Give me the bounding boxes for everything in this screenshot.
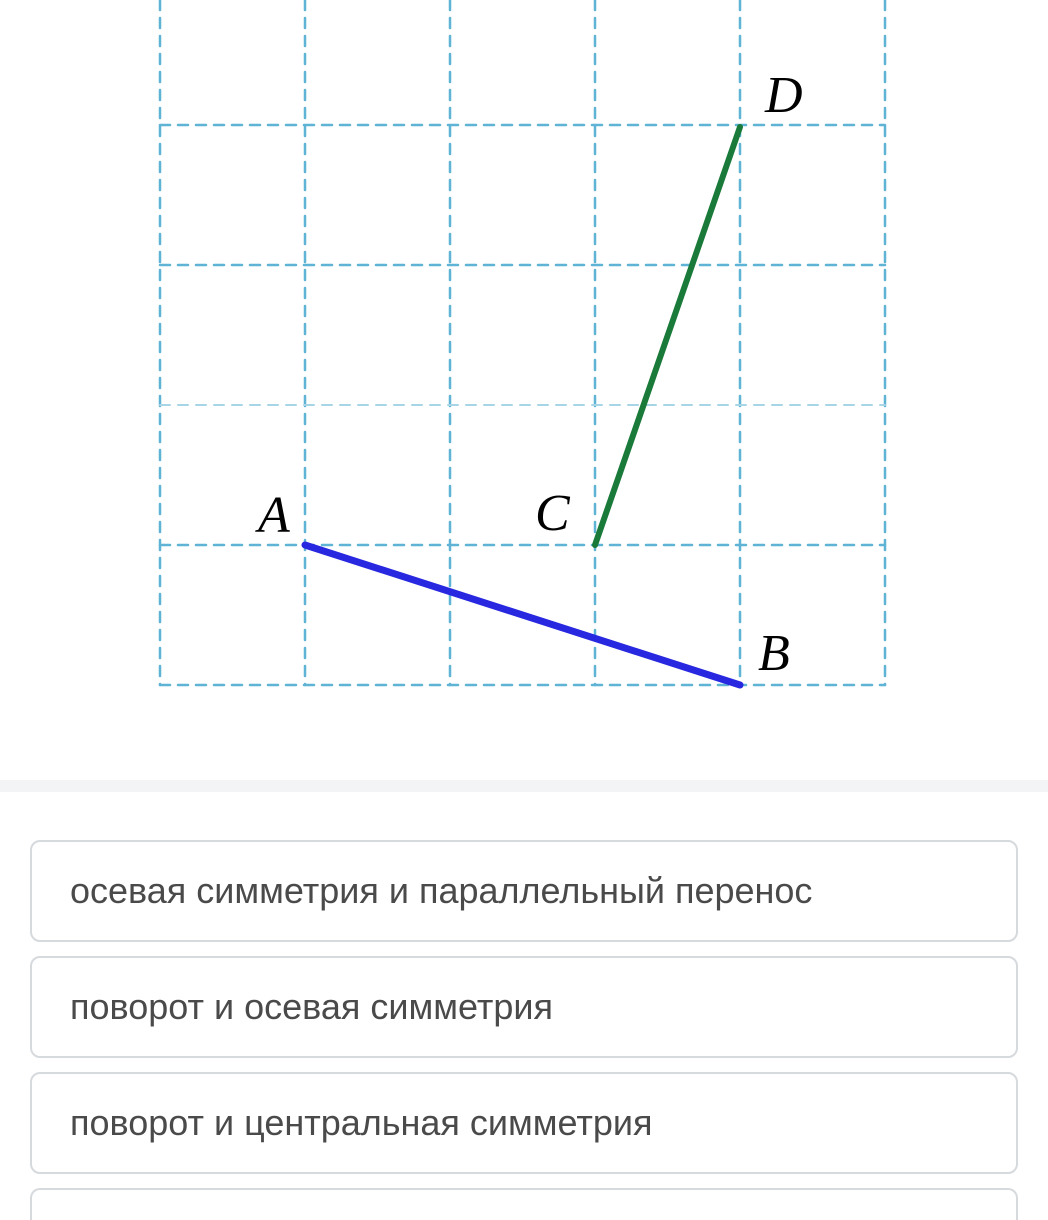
svg-text:C: C [535, 485, 571, 542]
options-list: осевая симметрия и параллельный перенос … [0, 792, 1048, 1220]
svg-text:A: A [255, 487, 290, 544]
option-2[interactable]: поворот и осевая симметрия [30, 956, 1018, 1058]
option-3[interactable]: поворот и центральная симметрия [30, 1072, 1018, 1174]
option-1[interactable]: осевая симметрия и параллельный перенос [30, 840, 1018, 942]
option-4-partial[interactable] [30, 1188, 1018, 1220]
svg-text:D: D [764, 67, 803, 124]
diagram-area: A B C D [0, 0, 1048, 720]
separator [0, 780, 1048, 792]
svg-text:B: B [758, 625, 790, 682]
geometry-diagram: A B C D [0, 0, 1048, 720]
